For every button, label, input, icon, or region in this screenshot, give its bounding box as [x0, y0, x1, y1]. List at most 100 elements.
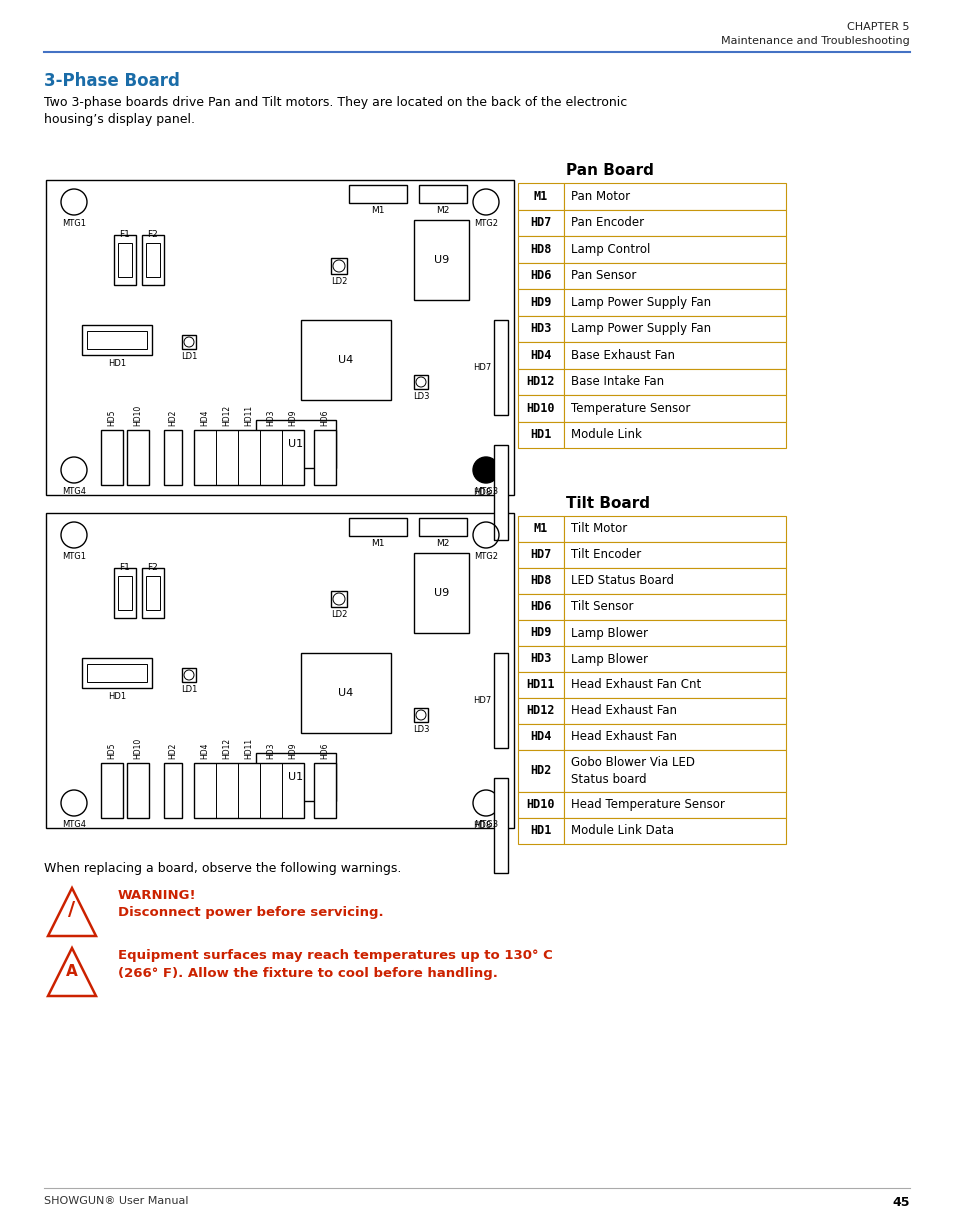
Text: HD10: HD10 [526, 401, 555, 415]
Bar [517, 210, 563, 236]
Text: Module Link Data: Module Link Data [571, 825, 673, 837]
Bar [494, 445, 507, 540]
Text: HD8: HD8 [530, 574, 551, 588]
Text: HD6: HD6 [530, 269, 551, 282]
Text: Head Exhaust Fan: Head Exhaust Fan [571, 730, 677, 744]
Text: U4: U4 [338, 355, 354, 364]
Text: M1: M1 [371, 539, 384, 548]
Bar [517, 342, 563, 368]
Bar [517, 724, 563, 750]
Text: HD1: HD1 [530, 825, 551, 837]
Text: HD12: HD12 [222, 405, 232, 426]
Bar [146, 243, 160, 277]
Bar [87, 331, 147, 348]
Text: Module Link: Module Link [571, 428, 641, 442]
Text: LD3: LD3 [413, 725, 429, 734]
Text: HD4: HD4 [530, 730, 551, 744]
Bar [494, 778, 507, 872]
Circle shape [473, 456, 498, 483]
Bar [164, 429, 182, 485]
Text: F1: F1 [119, 229, 131, 239]
Bar [517, 594, 563, 620]
Bar [193, 429, 304, 485]
Text: U4: U4 [338, 688, 354, 698]
Text: HD8: HD8 [473, 488, 491, 497]
Text: Lamp Power Supply Fan: Lamp Power Supply Fan [571, 296, 710, 309]
Text: HD1: HD1 [530, 428, 551, 442]
Bar [314, 763, 335, 818]
Bar [563, 594, 785, 620]
Bar [182, 667, 195, 682]
Text: CHAPTER 5: CHAPTER 5 [846, 22, 909, 32]
Bar [517, 368, 563, 395]
Text: 3-Phase Board: 3-Phase Board [44, 72, 180, 90]
Bar [301, 653, 391, 733]
Text: M1: M1 [371, 206, 384, 215]
Text: HD4: HD4 [530, 348, 551, 362]
Text: Lamp Blower: Lamp Blower [571, 653, 647, 665]
Text: HD9: HD9 [530, 296, 551, 309]
Bar [563, 750, 785, 791]
Text: U1: U1 [288, 439, 303, 449]
Text: HD4: HD4 [200, 742, 210, 760]
Bar [331, 591, 347, 607]
Bar [127, 429, 149, 485]
Text: /: / [69, 901, 75, 919]
Bar [517, 422, 563, 448]
Bar [331, 258, 347, 274]
Bar [182, 335, 195, 348]
Bar [563, 620, 785, 645]
Bar [563, 817, 785, 844]
Text: U9: U9 [434, 588, 449, 598]
Text: LD1: LD1 [181, 352, 197, 361]
Bar [563, 724, 785, 750]
Bar [46, 513, 514, 828]
Text: When replacing a board, observe the following warnings.: When replacing a board, observe the foll… [44, 863, 401, 875]
Text: Two 3-phase boards drive Pan and Tilt motors. They are located on the back of th: Two 3-phase boards drive Pan and Tilt mo… [44, 96, 626, 109]
Text: Tilt Encoder: Tilt Encoder [571, 548, 640, 562]
Bar [563, 290, 785, 315]
Text: Head Temperature Sensor: Head Temperature Sensor [571, 798, 724, 811]
Text: HD9: HD9 [288, 742, 297, 760]
Text: HD12: HD12 [526, 704, 555, 718]
Text: HD3: HD3 [530, 653, 551, 665]
Text: Tilt Motor: Tilt Motor [571, 523, 626, 535]
Bar [517, 750, 563, 791]
Bar [517, 791, 563, 817]
Text: HD11: HD11 [244, 405, 253, 426]
Text: HD9: HD9 [288, 410, 297, 426]
Bar [113, 568, 136, 618]
Bar [517, 315, 563, 342]
Text: MTG1: MTG1 [62, 218, 86, 228]
Bar [113, 236, 136, 285]
Text: Base Intake Fan: Base Intake Fan [571, 375, 663, 388]
Bar [563, 791, 785, 817]
Bar [517, 290, 563, 315]
Text: Lamp Blower: Lamp Blower [571, 627, 647, 639]
Text: Temperature Sensor: Temperature Sensor [571, 401, 690, 415]
Bar [414, 220, 469, 299]
Text: Pan Motor: Pan Motor [571, 190, 630, 202]
Text: LD3: LD3 [413, 391, 429, 401]
Bar [563, 210, 785, 236]
Bar [349, 185, 407, 202]
Bar [517, 517, 563, 542]
Bar [517, 183, 563, 210]
Text: HD10: HD10 [133, 737, 142, 760]
Text: LED Status Board: LED Status Board [571, 574, 673, 588]
Text: MTG4: MTG4 [62, 487, 86, 496]
Bar [517, 568, 563, 594]
Text: HD12: HD12 [222, 737, 232, 760]
Text: Tilt Board: Tilt Board [565, 496, 649, 510]
Text: HD7: HD7 [473, 363, 491, 372]
Bar [193, 763, 304, 818]
Text: HD7: HD7 [473, 696, 491, 706]
Bar [418, 518, 467, 536]
Bar [563, 568, 785, 594]
Bar [118, 243, 132, 277]
Text: HD2: HD2 [169, 742, 177, 760]
Bar [164, 763, 182, 818]
Bar [563, 236, 785, 263]
Text: Head Exhaust Fan: Head Exhaust Fan [571, 704, 677, 718]
Text: HD1: HD1 [108, 360, 126, 368]
